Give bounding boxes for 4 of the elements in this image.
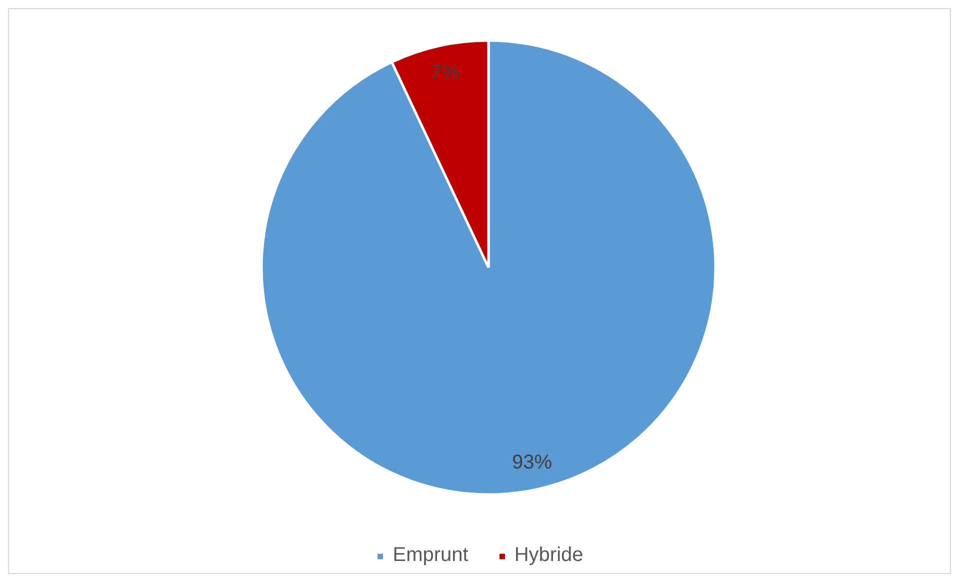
data-label: 7% bbox=[430, 62, 460, 84]
legend-label: Emprunt bbox=[392, 544, 468, 567]
data-label: 93% bbox=[512, 451, 552, 474]
legend-label: Hybride bbox=[514, 544, 584, 567]
